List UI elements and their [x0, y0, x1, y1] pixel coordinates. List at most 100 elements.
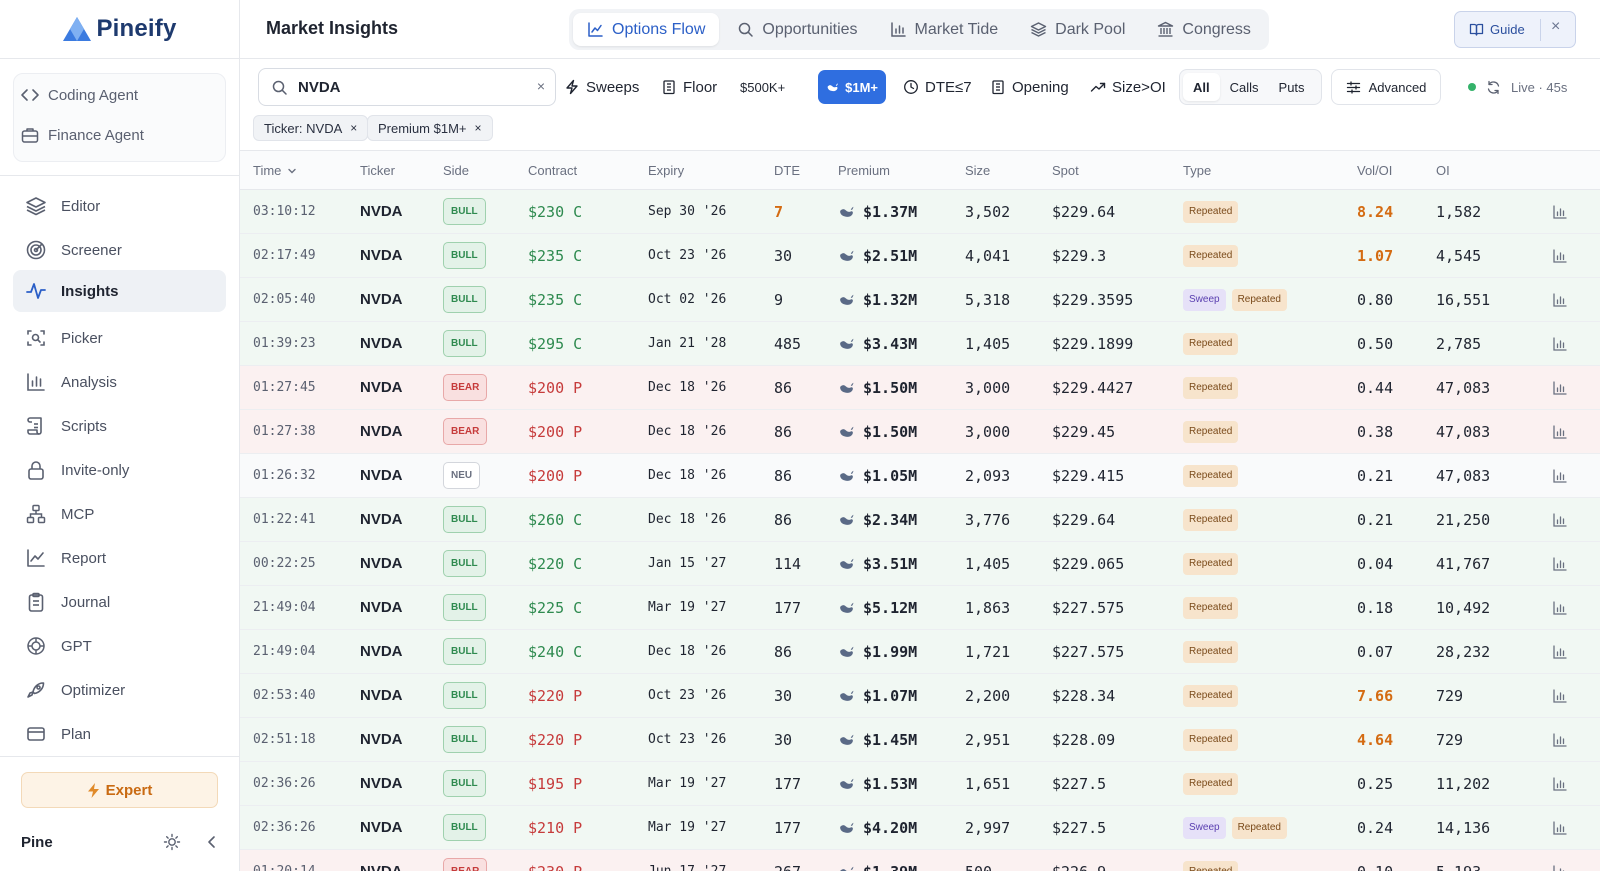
filter-chip-ticker[interactable]: Ticker: NVDA ×: [253, 115, 369, 141]
chart-cell[interactable]: [1552, 850, 1568, 871]
tab-market-tide[interactable]: Market Tide: [876, 13, 1013, 46]
table-row[interactable]: 02:17:49 NVDA BULL $235 C Oct 23 '26 30 $2.51M…: [240, 234, 1600, 278]
filter-dte-button[interactable]: DTE≤7: [895, 70, 980, 104]
table-row[interactable]: 01:26:32 NVDA NEU $200 P Dec 18 '26 86 $1.05M 2…: [240, 454, 1600, 498]
expert-button[interactable]: Expert: [21, 772, 218, 808]
table-row[interactable]: 02:36:26 NVDA BULL $210 P Mar 19 '27 177 $4.20…: [240, 806, 1600, 850]
sidebar-item-journal[interactable]: Journal: [13, 581, 226, 623]
clear-icon[interactable]: ×: [536, 78, 545, 94]
bar-chart-icon[interactable]: [1552, 424, 1568, 440]
chart-cell[interactable]: [1552, 542, 1568, 585]
table-row[interactable]: 02:36:26 NVDA BULL $195 P Mar 19 '27 177 $1.53…: [240, 762, 1600, 806]
bar-chart-icon[interactable]: [1552, 248, 1568, 264]
sidebar-item-invite-only[interactable]: Invite-only: [13, 449, 226, 491]
search-input[interactable]: NVDA ×: [258, 68, 556, 106]
sidebar-item-plan[interactable]: Plan: [13, 713, 226, 755]
filter-opening-button[interactable]: Opening: [982, 70, 1077, 104]
segment-puts[interactable]: Puts: [1278, 79, 1305, 95]
bar-chart-icon[interactable]: [1552, 380, 1568, 396]
table-row[interactable]: 21:49:04 NVDA BULL $225 C Mar 19 '27 177 $5.12…: [240, 586, 1600, 630]
sidebar-item-picker[interactable]: Picker: [13, 317, 226, 359]
sidebar-item-optimizer[interactable]: Optimizer: [13, 669, 226, 711]
sidebar-item-gpt[interactable]: GPT: [13, 625, 226, 667]
table-row[interactable]: 02:51:18 NVDA BULL $220 P Oct 23 '26 30 $1.45M…: [240, 718, 1600, 762]
segment-calls[interactable]: Calls: [1229, 79, 1259, 95]
chart-cell[interactable]: [1552, 630, 1568, 673]
bar-chart-icon[interactable]: [1552, 556, 1568, 572]
chart-cell[interactable]: [1552, 674, 1568, 717]
table-row[interactable]: 01:20:14 NVDA BEAR $230 P Jun 17 '27 267 $1.39…: [240, 850, 1600, 871]
table-row[interactable]: 21:49:04 NVDA BULL $240 C Dec 18 '26 86 $1.99M…: [240, 630, 1600, 674]
ticker-cell[interactable]: NVDA: [360, 335, 403, 352]
ticker-cell[interactable]: NVDA: [360, 423, 403, 440]
chart-cell[interactable]: [1552, 278, 1568, 321]
logo[interactable]: Pineify: [0, 0, 239, 59]
bar-chart-icon[interactable]: [1552, 512, 1568, 528]
sidebar-item-screener[interactable]: Screener: [13, 229, 226, 271]
bar-chart-icon[interactable]: [1552, 600, 1568, 616]
ticker-cell[interactable]: NVDA: [360, 379, 403, 396]
column-header-premium[interactable]: Premium: [838, 163, 891, 178]
bar-chart-icon[interactable]: [1552, 864, 1568, 871]
filter-chip-premium[interactable]: Premium $1M+ ×: [367, 115, 493, 141]
tab-opportunities[interactable]: Opportunities: [723, 13, 871, 46]
column-header-spot[interactable]: Spot: [1052, 163, 1079, 178]
table-row[interactable]: 03:10:12 NVDA BULL $230 C Sep 30 '26 7 $1.37M 3…: [240, 190, 1600, 234]
bar-chart-icon[interactable]: [1552, 644, 1568, 660]
chart-cell[interactable]: [1552, 718, 1568, 761]
filter-500k-button[interactable]: $500K+: [732, 70, 793, 104]
refresh-icon[interactable]: [1486, 80, 1501, 95]
table-row[interactable]: 01:22:41 NVDA BULL $260 C Dec 18 '26 86 $2.34M…: [240, 498, 1600, 542]
ticker-cell[interactable]: NVDA: [360, 599, 403, 616]
chart-cell[interactable]: [1552, 366, 1568, 409]
guide-button[interactable]: Guide: [1490, 22, 1525, 37]
column-header-size[interactable]: Size: [965, 163, 991, 178]
column-header-vol-oi[interactable]: Vol/OI: [1357, 163, 1393, 178]
bar-chart-icon[interactable]: [1552, 204, 1568, 220]
filter-sweeps-button[interactable]: Sweeps: [556, 70, 647, 104]
remove-chip-icon[interactable]: ×: [350, 121, 358, 135]
table-row[interactable]: 02:53:40 NVDA BULL $220 P Oct 23 '26 30 $1.07M…: [240, 674, 1600, 718]
filter-size-oi-button[interactable]: Size>OI: [1082, 70, 1174, 104]
chart-cell[interactable]: [1552, 498, 1568, 541]
chart-cell[interactable]: [1552, 190, 1568, 233]
ticker-cell[interactable]: NVDA: [360, 555, 403, 572]
column-header-time[interactable]: Time: [253, 163, 297, 178]
sun-icon[interactable]: [163, 833, 181, 851]
sidebar-item-finance-agent[interactable]: Finance Agent: [20, 125, 144, 145]
column-header-expiry[interactable]: Expiry: [648, 163, 685, 178]
column-header-side[interactable]: Side: [443, 163, 470, 178]
ticker-cell[interactable]: NVDA: [360, 850, 403, 871]
chart-cell[interactable]: [1552, 806, 1568, 849]
ticker-cell[interactable]: NVDA: [360, 643, 403, 660]
ticker-cell[interactable]: NVDA: [360, 687, 403, 704]
ticker-cell[interactable]: NVDA: [360, 291, 403, 308]
segment-all[interactable]: All: [1183, 73, 1220, 101]
filter-floor-button[interactable]: Floor: [653, 70, 725, 104]
table-row[interactable]: 00:22:25 NVDA BULL $220 C Jan 15 '27 114 $3.51…: [240, 542, 1600, 586]
sidebar-item-insights[interactable]: Insights: [13, 270, 226, 312]
chart-cell[interactable]: [1552, 762, 1568, 805]
bar-chart-icon[interactable]: [1552, 292, 1568, 308]
ticker-cell[interactable]: NVDA: [360, 819, 403, 836]
chevron-left-icon[interactable]: [203, 833, 221, 851]
ticker-cell[interactable]: NVDA: [360, 511, 403, 528]
bar-chart-icon[interactable]: [1552, 776, 1568, 792]
column-header-dte[interactable]: DTE: [774, 163, 800, 178]
tab-dark-pool[interactable]: Dark Pool: [1016, 13, 1139, 46]
table-row[interactable]: 01:39:23 NVDA BULL $295 C Jan 21 '28 485 $3.43…: [240, 322, 1600, 366]
tab-congress[interactable]: Congress: [1143, 13, 1264, 46]
filter-1m-button[interactable]: $1M+: [818, 70, 886, 104]
chart-cell[interactable]: [1552, 234, 1568, 277]
bar-chart-icon[interactable]: [1552, 732, 1568, 748]
bar-chart-icon[interactable]: [1552, 820, 1568, 836]
column-header-oi[interactable]: OI: [1436, 163, 1450, 178]
close-icon[interactable]: ×: [1551, 18, 1561, 35]
sidebar-item-analysis[interactable]: Analysis: [13, 361, 226, 403]
table-row[interactable]: 02:05:40 NVDA BULL $235 C Oct 02 '26 9 $1.32M 5…: [240, 278, 1600, 322]
ticker-cell[interactable]: NVDA: [360, 467, 403, 484]
chart-cell[interactable]: [1552, 586, 1568, 629]
sidebar-item-report[interactable]: Report: [13, 537, 226, 579]
ticker-cell[interactable]: NVDA: [360, 731, 403, 748]
sidebar-item-editor[interactable]: Editor: [13, 185, 226, 227]
